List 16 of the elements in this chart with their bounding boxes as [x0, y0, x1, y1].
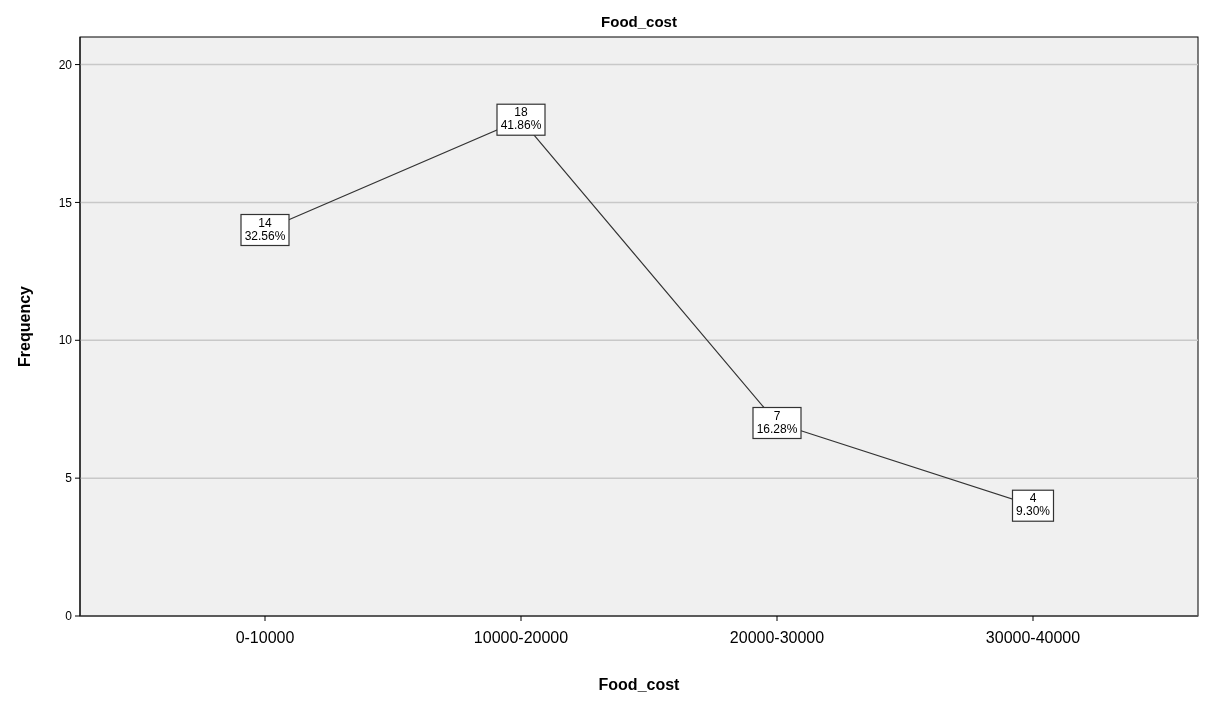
data-label: 18 41.86% [500, 105, 542, 133]
x-axis-title: Food_cost [598, 676, 681, 693]
data-label: 7 16.28% [756, 408, 798, 436]
x-tick-label: 0-10000 [235, 629, 295, 646]
data-label: 4 9.30% [1015, 491, 1051, 519]
x-tick-label: 10000-20000 [473, 629, 569, 646]
y-tick-label: 0 [65, 609, 73, 624]
chart-title: Food_cost [601, 13, 677, 30]
data-label: 14 32.56% [244, 215, 286, 243]
y-axis-title: Frequency [16, 285, 33, 367]
y-tick-label: 15 [58, 195, 73, 210]
y-tick-label: 10 [58, 333, 73, 348]
x-tick-label: 20000-30000 [729, 629, 825, 646]
x-tick-label: 30000-40000 [985, 629, 1081, 646]
y-tick-label: 20 [58, 57, 73, 72]
y-tick-label: 5 [65, 471, 73, 486]
